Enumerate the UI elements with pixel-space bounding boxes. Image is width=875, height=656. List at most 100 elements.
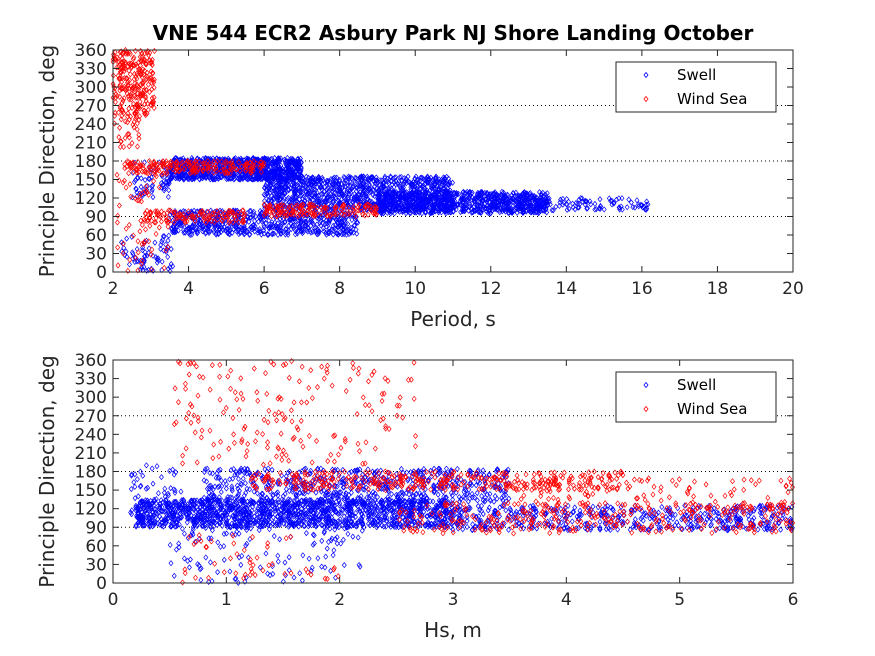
data-point — [272, 183, 278, 190]
data-point — [148, 74, 154, 82]
data-point — [286, 222, 292, 229]
data-point — [393, 205, 399, 213]
data-point — [344, 190, 349, 197]
data-point — [286, 187, 292, 194]
data-point — [527, 204, 533, 212]
data-point — [127, 71, 133, 78]
data-point — [475, 193, 481, 200]
data-point — [276, 155, 282, 162]
data-point — [413, 173, 419, 180]
data-point — [288, 216, 294, 223]
data-point — [285, 227, 291, 235]
data-point — [203, 230, 208, 237]
data-point — [288, 226, 294, 233]
data-point — [290, 223, 296, 230]
data-point — [122, 59, 128, 66]
data-point — [509, 209, 514, 216]
data-point — [196, 158, 202, 165]
data-point — [337, 229, 343, 236]
data-point — [171, 227, 176, 234]
data-point — [229, 229, 235, 236]
data-point — [573, 199, 579, 207]
data-point — [392, 174, 398, 181]
data-point — [431, 178, 437, 185]
data-point — [427, 193, 433, 201]
data-point — [414, 182, 420, 189]
data-point — [228, 164, 234, 171]
data-point — [347, 226, 353, 233]
data-point — [180, 208, 186, 215]
data-point — [126, 130, 132, 138]
data-point — [358, 195, 364, 202]
data-point — [485, 191, 491, 198]
data-point — [190, 165, 196, 172]
data-point — [243, 167, 248, 174]
data-point — [240, 174, 246, 181]
data-point — [407, 209, 413, 216]
data-point — [205, 216, 211, 223]
data-point — [128, 164, 134, 171]
data-point — [307, 188, 313, 195]
data-point — [319, 183, 325, 191]
data-point — [401, 206, 407, 213]
data-point — [478, 195, 484, 202]
data-point — [388, 210, 393, 217]
data-point — [216, 225, 222, 232]
data-point — [381, 199, 387, 206]
data-point — [173, 175, 178, 182]
data-point — [499, 188, 505, 195]
y-tick-label: 120 — [75, 189, 107, 209]
data-point — [352, 174, 358, 181]
data-point — [219, 158, 224, 165]
data-point — [446, 175, 452, 182]
data-point — [133, 186, 139, 193]
data-point — [172, 168, 178, 175]
data-point — [225, 170, 231, 177]
data-point — [147, 49, 153, 56]
data-point — [391, 190, 397, 197]
data-point — [272, 219, 278, 226]
data-point — [119, 78, 125, 86]
data-point — [390, 196, 395, 203]
data-point — [170, 263, 176, 270]
data-point — [335, 210, 341, 217]
data-point — [411, 178, 416, 185]
data-point — [277, 215, 283, 222]
data-point — [406, 194, 412, 201]
data-point — [200, 228, 206, 235]
data-point — [355, 219, 361, 226]
data-point — [292, 165, 298, 173]
x-tick-label: 4 — [183, 279, 194, 299]
data-point — [147, 175, 153, 183]
data-point — [145, 170, 151, 177]
data-point — [138, 183, 144, 190]
data-point — [404, 179, 409, 187]
data-point — [134, 81, 140, 88]
data-point — [138, 103, 144, 110]
y-tick-label: 60 — [85, 226, 107, 246]
data-point — [289, 208, 295, 215]
data-point — [226, 167, 232, 174]
data-point — [206, 162, 211, 169]
data-point — [143, 97, 149, 105]
data-point — [120, 97, 126, 104]
data-point — [117, 49, 123, 56]
data-point — [126, 143, 132, 150]
data-point — [146, 52, 152, 59]
data-point — [154, 161, 160, 168]
data-point — [363, 200, 369, 207]
data-point — [316, 230, 321, 237]
data-point — [121, 244, 127, 251]
data-point — [399, 200, 405, 207]
data-point — [154, 255, 160, 262]
data-point — [291, 189, 297, 196]
data-point — [283, 225, 289, 232]
data-point — [141, 78, 147, 86]
data-point — [282, 190, 288, 197]
data-point — [236, 159, 242, 166]
data-point — [337, 222, 343, 229]
data-point — [388, 174, 394, 181]
data-point — [275, 195, 280, 202]
data-point — [378, 202, 384, 210]
data-point — [337, 176, 343, 183]
